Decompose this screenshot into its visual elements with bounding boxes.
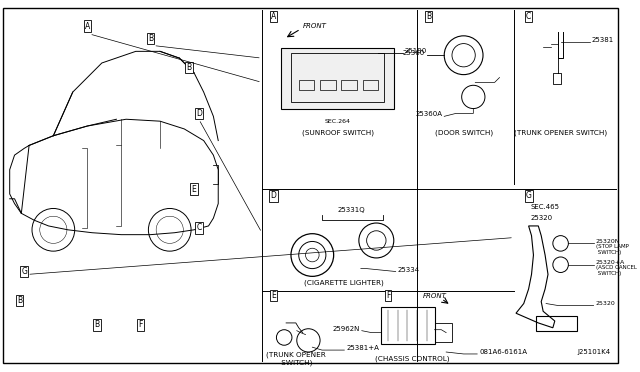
- FancyBboxPatch shape: [281, 48, 394, 109]
- Bar: [291, 53, 384, 102]
- Text: B: B: [426, 12, 431, 21]
- Text: G: G: [525, 191, 532, 201]
- Text: (CHASSIS CONTROL): (CHASSIS CONTROL): [375, 356, 449, 362]
- Text: (CIGARETTE LIGHTER): (CIGARETTE LIGHTER): [305, 280, 384, 286]
- Text: FRONT: FRONT: [303, 23, 326, 29]
- Text: A: A: [84, 22, 90, 31]
- Text: C: C: [196, 223, 202, 232]
- Text: 25381+A: 25381+A: [346, 345, 379, 351]
- Text: (TRUNK OPENER
 SWITCH): (TRUNK OPENER SWITCH): [266, 352, 326, 366]
- Bar: [381, 307, 435, 344]
- Text: 25962N: 25962N: [332, 326, 360, 332]
- Text: 25320: 25320: [530, 215, 552, 221]
- Bar: [299, 80, 314, 90]
- Text: E: E: [271, 291, 276, 300]
- Text: D: D: [271, 191, 276, 201]
- Bar: [435, 323, 452, 342]
- Bar: [363, 80, 378, 90]
- Text: B: B: [187, 63, 192, 72]
- Text: 25334: 25334: [397, 267, 420, 273]
- Text: (DOOR SWITCH): (DOOR SWITCH): [435, 129, 493, 136]
- Text: 25320N: 25320N: [596, 239, 620, 244]
- Text: F: F: [386, 291, 390, 300]
- Text: J25101K4: J25101K4: [578, 349, 611, 355]
- Text: (SUNROOF SWITCH): (SUNROOF SWITCH): [301, 129, 374, 136]
- Text: C: C: [526, 12, 531, 21]
- Text: B: B: [17, 296, 22, 305]
- Text: 25360: 25360: [403, 50, 425, 56]
- Text: (ASCD CANCEL
 SWITCH): (ASCD CANCEL SWITCH): [596, 265, 636, 276]
- Text: (TRUNK OPENER SWITCH): (TRUNK OPENER SWITCH): [514, 129, 607, 136]
- Text: SEC.465: SEC.465: [531, 203, 559, 209]
- Bar: [320, 80, 335, 90]
- Text: 25360A: 25360A: [415, 111, 442, 118]
- Bar: [536, 316, 577, 331]
- Text: 25331Q: 25331Q: [337, 208, 365, 214]
- Text: G: G: [21, 267, 27, 276]
- Text: 25320+A: 25320+A: [596, 260, 625, 265]
- Text: SEC.264: SEC.264: [324, 119, 351, 124]
- Text: B: B: [148, 34, 153, 43]
- Text: B: B: [95, 320, 100, 329]
- Text: 081A6-6161A: 081A6-6161A: [479, 349, 527, 355]
- Text: (STOP LAMP
 SWITCH): (STOP LAMP SWITCH): [596, 244, 628, 254]
- Text: E: E: [191, 185, 196, 193]
- Text: D: D: [196, 109, 202, 118]
- Text: F: F: [138, 320, 143, 329]
- Bar: [341, 80, 357, 90]
- Text: 25381: 25381: [591, 37, 614, 43]
- Text: 25190: 25190: [404, 48, 427, 54]
- Text: A: A: [271, 12, 276, 21]
- Text: FRONT: FRONT: [422, 293, 447, 299]
- Text: 25320: 25320: [596, 301, 615, 306]
